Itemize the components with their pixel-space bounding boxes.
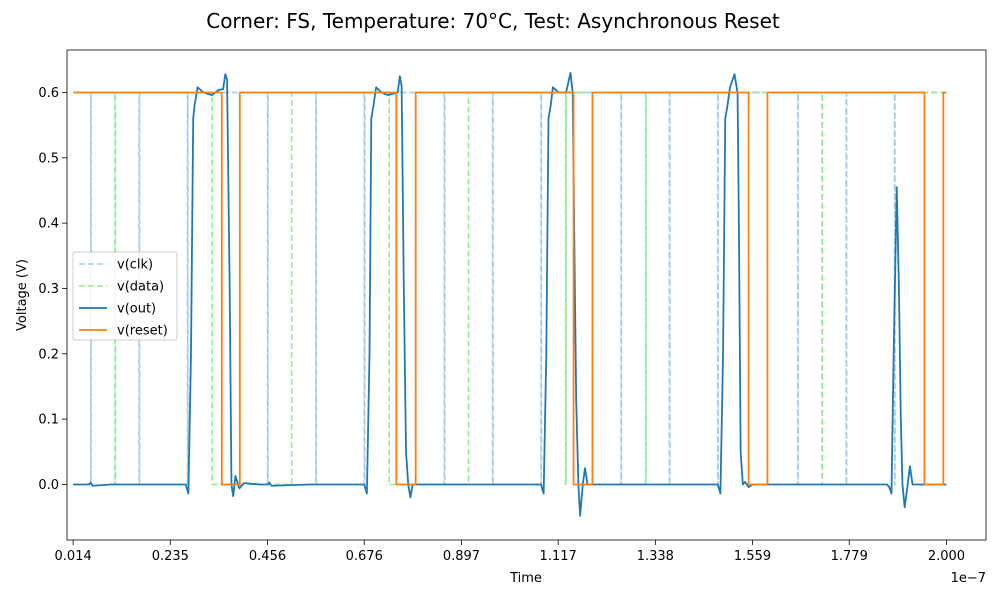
x-tick-label: 2.000 (928, 549, 965, 564)
x-tick-label: 1.779 (831, 549, 868, 564)
y-axis-label: Voltage (V) (15, 259, 30, 331)
y-tick-label: 0.3 (38, 282, 59, 297)
x-tick-label: 1.117 (540, 549, 577, 564)
y-tick-label: 0.4 (38, 217, 59, 232)
x-tick-label: 1.338 (637, 549, 674, 564)
chart-title: Corner: FS, Temperature: 70°C, Test: Asy… (206, 9, 780, 33)
legend-entry-label: v(reset) (117, 324, 168, 339)
y-tick-label: 0.0 (38, 478, 59, 493)
y-tick-label: 0.6 (38, 86, 59, 101)
x-axis-offset-label: 1e−7 (951, 571, 986, 586)
series-line-vreset (73, 91, 947, 486)
y-tick-label: 0.1 (38, 413, 59, 428)
legend-box (72, 251, 178, 341)
x-axis: 0.014 0.235 0.456 0.676 0.897 1.117 1.338 1.559… (55, 540, 965, 564)
axes-frame (66, 49, 987, 541)
x-tick-label: 0.676 (346, 549, 383, 564)
plot-area (73, 71, 947, 517)
x-tick-label: 0.456 (249, 549, 286, 564)
legend-entry-label: v(data) (117, 280, 164, 295)
series-line-vout (73, 71, 947, 517)
y-tick-label: 0.2 (38, 347, 59, 362)
x-tick-label: 0.235 (152, 549, 189, 564)
y-tick-label: 0.5 (38, 151, 59, 166)
x-tick-label: 0.897 (443, 549, 480, 564)
x-axis-label: Time (509, 571, 542, 586)
legend-entry-label: v(out) (117, 302, 156, 317)
x-tick-label: 0.014 (55, 549, 92, 564)
legend: v(clk) v(data) v(out) v(reset) (72, 251, 178, 341)
legend-entry-label: v(clk) (117, 258, 153, 273)
x-tick-label: 1.559 (734, 549, 771, 564)
y-axis: 0.0 0.1 0.2 0.3 0.4 0.5 0.6 (38, 86, 67, 493)
